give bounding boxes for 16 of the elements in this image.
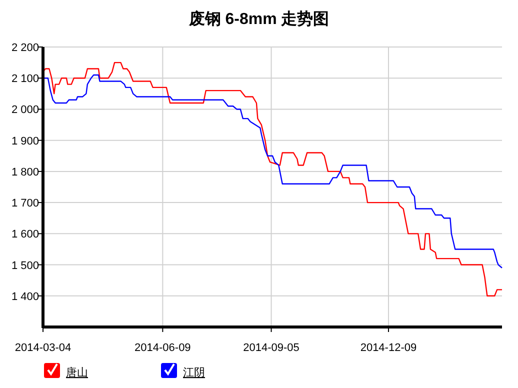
- x-tick-label: 2014-06-09: [134, 342, 191, 354]
- chart-title: 废钢 6-8mm 走势图: [188, 10, 330, 28]
- legend-label: 唐山: [66, 366, 88, 379]
- y-tick-label: 1 900: [11, 135, 39, 148]
- y-tick-label: 1 700: [11, 198, 39, 210]
- y-tick-label: 1 800: [11, 166, 39, 178]
- legend-label: 江阴: [183, 367, 205, 379]
- x-tick-label: 2014-12-09: [360, 342, 417, 354]
- x-tick-label: 2014-09-05: [243, 342, 300, 354]
- y-tick-label: 2 100: [11, 73, 39, 86]
- y-tick-label: 1 400: [11, 290, 39, 303]
- y-tick-label: 1 500: [11, 260, 39, 272]
- y-tick-label: 2 000: [11, 104, 39, 116]
- y-tick-label: 1 600: [11, 228, 39, 241]
- y-tick-label: 2 200: [11, 42, 39, 54]
- x-tick-label: 2014-03-04: [14, 342, 72, 354]
